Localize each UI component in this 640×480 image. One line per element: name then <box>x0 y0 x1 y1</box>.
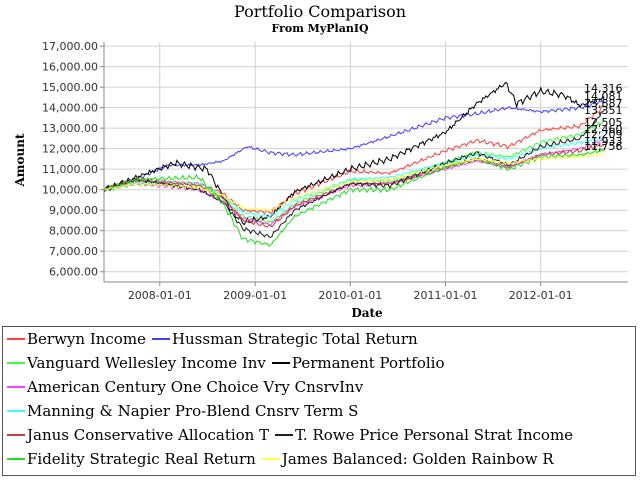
y-tick-label: 10,000.00 <box>42 184 98 197</box>
legend-label: Vanguard Wellesley Income Inv <box>27 354 266 372</box>
y-tick-label: 16,000.00 <box>42 61 98 74</box>
end-labels: 14,31614,08113,88713,35112,50512,46012,2… <box>584 82 623 153</box>
end-label: 14,316 <box>584 82 623 95</box>
legend-item: James Balanced: Golden Rainbow R <box>260 450 554 468</box>
end-label: 13,351 <box>584 104 623 117</box>
y-tick-label: 15,000.00 <box>42 81 98 94</box>
end-label: 12,460 <box>584 123 623 136</box>
y-tick-label: 13,000.00 <box>42 122 98 135</box>
chart-subtitle: From MyPlanIQ <box>271 22 369 35</box>
series-line-3 <box>103 81 605 226</box>
legend-row: Berwyn Income Hussman Strategic Total Ret… <box>3 327 635 351</box>
legend-row: Manning & Napier Pro-Blend Cnsrv Term S <box>3 399 635 423</box>
legend-label: American Century One Choice Vry CnsrvInv <box>27 378 364 396</box>
x-axis-ticks: 2008-01-01 2009-01-01 2010-01-01 2011-01-01… <box>128 282 573 302</box>
legend-label: Manning & Napier Pro-Blend Cnsrv Term S <box>27 402 359 420</box>
y-tick-label: 17,000.00 <box>42 40 98 53</box>
legend-label: James Balanced: Golden Rainbow R <box>281 450 554 468</box>
legend-label: Permanent Portfolio <box>291 354 445 372</box>
legend-item: Permanent Portfolio <box>270 354 445 372</box>
chart-canvas: Portfolio Comparison From MyPlanIQ 6,000… <box>13 2 628 320</box>
legend-swatch <box>275 434 294 436</box>
y-axis-label: Amount <box>13 133 27 187</box>
legend-item: Manning & Napier Pro-Blend Cnsrv Term S <box>5 402 358 420</box>
legend-row: Janus Conservative Allocation T T. Rowe P… <box>3 423 635 447</box>
end-label: 11,933 <box>584 135 623 148</box>
legend-item: Hussman Strategic Total Return <box>150 330 418 348</box>
legend-swatch <box>7 434 25 436</box>
legend-swatch <box>7 338 25 340</box>
x-tick-label: 2011-01-01 <box>414 289 478 302</box>
legend-row: Vanguard Wellesley Income Inv Permanent P… <box>3 351 635 375</box>
x-tick-label: 2012-01-01 <box>509 289 573 302</box>
legend-item: Janus Conservative Allocation T <box>5 426 269 444</box>
series-line-1 <box>103 99 605 191</box>
legend-swatch <box>151 338 170 340</box>
y-tick-label: 9,000.00 <box>49 204 98 217</box>
legend-item: Fidelity Strategic Real Return <box>5 450 256 468</box>
end-label: 11,756 <box>584 140 623 153</box>
y-tick-label: 12,000.00 <box>42 143 98 156</box>
series-line-9 <box>103 152 605 212</box>
legend-label: Berwyn Income <box>27 330 146 348</box>
chart-title: Portfolio Comparison <box>234 2 406 21</box>
legend-row: Fidelity Strategic Real Return James Bala… <box>3 447 635 471</box>
legend-swatch <box>261 458 280 460</box>
legend: Berwyn Income Hussman Strategic Total Ret… <box>2 326 636 476</box>
legend-label: Hussman Strategic Total Return <box>171 330 418 348</box>
end-label: 12,209 <box>584 128 623 141</box>
legend-label: Janus Conservative Allocation T <box>27 426 270 444</box>
series-line-7 <box>103 109 605 238</box>
series-line-0 <box>103 105 605 216</box>
x-tick-label: 2008-01-01 <box>128 289 192 302</box>
legend-item: American Century One Choice Vry CnsrvInv <box>5 378 363 396</box>
legend-swatch <box>7 458 25 460</box>
x-axis-label: Date <box>351 306 383 320</box>
y-tick-label: 8,000.00 <box>49 225 98 238</box>
series-layer <box>103 81 605 248</box>
legend-swatch <box>7 386 25 388</box>
end-label: 12,505 <box>584 116 623 129</box>
y-tick-label: 14,000.00 <box>42 102 98 115</box>
series-line-8 <box>103 148 605 248</box>
y-axis-ticks: 6,000.00 7,000.00 8,000.00 9,000.00 10,000.0… <box>42 40 104 279</box>
legend-swatch <box>271 362 290 364</box>
x-tick-label: 2010-01-01 <box>318 289 382 302</box>
legend-item: T. Rowe Price Personal Strat Income <box>273 426 573 444</box>
legend-swatch <box>7 410 25 412</box>
legend-label: Fidelity Strategic Real Return <box>27 450 256 468</box>
end-label: 13,887 <box>584 97 623 110</box>
legend-label: T. Rowe Price Personal Strat Income <box>295 426 574 444</box>
y-tick-label: 7,000.00 <box>49 245 98 258</box>
y-tick-label: 6,000.00 <box>49 266 98 279</box>
legend-row: American Century One Choice Vry CnsrvInv <box>3 375 635 399</box>
y-tick-label: 11,000.00 <box>42 163 98 176</box>
end-label: 14,081 <box>584 90 623 103</box>
legend-swatch <box>7 362 25 364</box>
x-tick-label: 2009-01-01 <box>223 289 287 302</box>
legend-item: Berwyn Income <box>5 330 146 348</box>
legend-item: Vanguard Wellesley Income Inv <box>5 354 266 372</box>
series-line-5 <box>103 136 605 219</box>
